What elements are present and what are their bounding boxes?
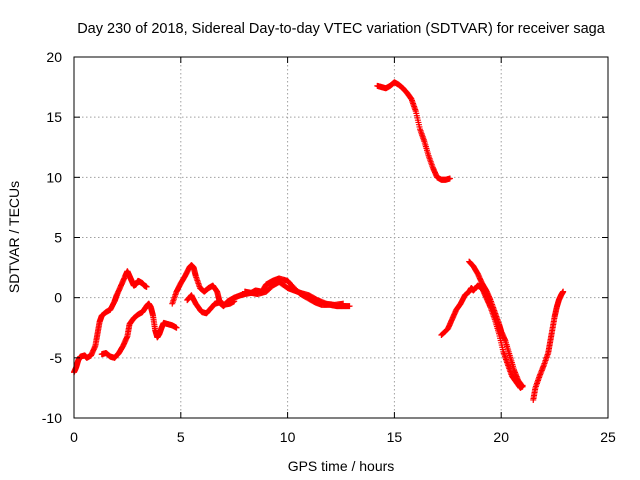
data-point [173,324,180,331]
y-axis: -10 -5 0 5 10 15 20 [42,49,608,426]
data-point [340,300,347,307]
y-axis-label: SDTVAR / TECUs [6,181,22,293]
y-tick-label: 20 [46,49,62,65]
x-tick-label: 10 [280,429,296,445]
x-tick-label: 25 [600,429,616,445]
series-track-9 [466,258,526,390]
series-track-5 [184,275,353,317]
series-track-10 [530,288,567,403]
data-point [519,383,526,390]
series-track-8 [438,282,526,391]
x-axis-label: GPS time / hours [288,458,395,474]
x-tick-label: 15 [387,429,403,445]
data-point [446,175,453,182]
y-tick-label: 0 [54,290,62,306]
series-track-7 [374,79,453,183]
data-point [346,303,353,310]
series-track-6 [241,279,347,308]
y-tick-label: 15 [46,109,62,125]
grid-lines [74,57,608,418]
y-tick-label: 10 [46,169,62,185]
x-axis: 0 5 10 15 20 25 [70,57,616,445]
series-track-1 [71,292,120,376]
x-tick-label: 5 [177,429,185,445]
chart-title: Day 230 of 2018, Sidereal Day-to-day VTE… [77,21,606,37]
x-tick-label: 20 [493,429,509,445]
data-series [71,79,567,403]
series-track-2 [98,300,180,361]
data-point [143,283,150,290]
y-tick-label: 5 [54,230,62,246]
data-point [560,288,567,295]
y-tick-label: -10 [42,410,62,426]
y-tick-label: -5 [50,350,63,366]
series-track-3 [113,268,150,299]
x-tick-label: 0 [70,429,78,445]
